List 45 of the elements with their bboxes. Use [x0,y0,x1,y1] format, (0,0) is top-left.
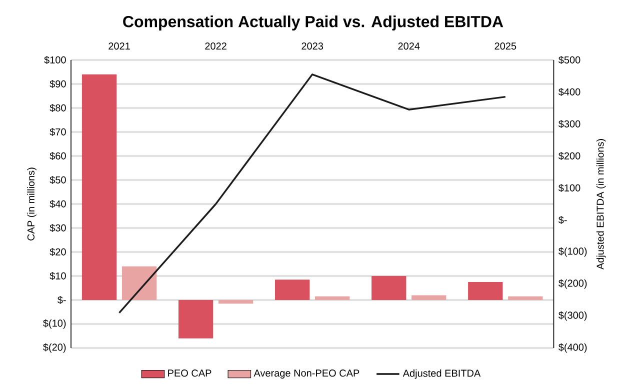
y-tick-label: $10 [50,272,66,280]
bar [508,296,543,300]
y-tick-label: $50 [50,176,66,184]
legend-label: Average Non-PEO CAP [254,370,360,379]
x-tick-label: 2023 [302,42,324,50]
y2-axis-title: Adjusted EBITDA (in millions) [596,139,606,270]
y2-tick-label: $100 [558,184,580,192]
line-series [118,74,506,314]
y2-tick-label: $200 [558,152,580,160]
bar [178,300,214,338]
y2-tick-label: $300 [558,120,580,128]
y2-tick-label: $(400) [558,343,587,353]
y2-tick-label: $- [558,216,567,224]
y2-tick-label: $400 [558,88,580,96]
x-tick-label: 2025 [494,42,516,50]
y2-tick-label: $(300) [558,311,587,321]
y-axis-title: CAP (in millions) [27,168,36,240]
legend-label: Adjusted EBITDA [402,369,481,379]
bar [372,276,406,300]
y-tick-label: $80 [50,104,66,112]
y-tick-label: $(20) [43,343,66,353]
y-tick-label: $90 [50,80,66,88]
bar [275,280,310,300]
y-tick-label: $60 [50,152,66,160]
x-tick-label: 2021 [108,42,130,50]
bar [122,266,157,300]
y-tick-label: $- [58,296,66,304]
bar [468,282,503,300]
y2-tick-label: $500 [558,56,580,64]
bar [82,74,117,300]
bar [218,300,254,304]
bar [315,296,350,300]
chart-title: Compensation Actually Paid vs. Adjusted EBITDA [123,16,504,30]
y-tick-label: $(10) [43,319,66,329]
y2-tick-label: $(100) [558,247,587,257]
bar [412,295,446,300]
y2-tick-label: $(200) [558,279,587,289]
y-tick-label: $20 [50,248,66,256]
y-tick-label: $100 [44,56,66,64]
y-tick-label: $30 [50,224,66,232]
x-tick-label: 2022 [205,42,226,50]
x-tick-label: 2024 [398,42,420,50]
y-tick-label: $40 [50,200,66,208]
y-tick-label: $70 [50,128,66,136]
legend-label: PEO CAP [168,370,212,377]
